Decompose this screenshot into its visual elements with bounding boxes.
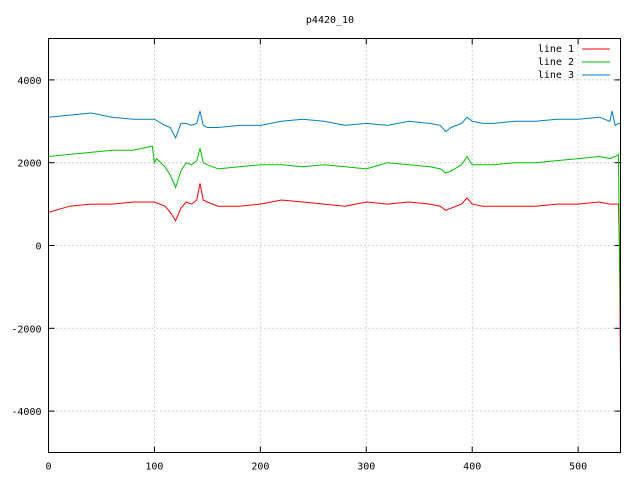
series-line-3 xyxy=(48,110,621,140)
series-layer xyxy=(48,110,621,370)
y-tick-label: 4000 xyxy=(17,76,41,87)
x-tick-label: 200 xyxy=(251,462,269,473)
series-line-2 xyxy=(48,145,621,321)
y-tick-label: -4000 xyxy=(11,407,41,418)
x-tick-label: 400 xyxy=(463,462,481,473)
axis-ticks: 0 100 200 300 400 500 -4000 -2000 0 2000 4000 xyxy=(11,38,621,473)
y-tick-label: 2000 xyxy=(17,159,41,170)
y-tick-label: -2000 xyxy=(11,324,41,335)
chart-title: p4420_10 xyxy=(306,15,354,26)
legend-label: line 3 xyxy=(538,70,574,81)
x-tick-label: 500 xyxy=(569,462,587,473)
x-tick-label: 300 xyxy=(357,462,375,473)
y-tick-label: 0 xyxy=(35,242,41,253)
x-tick-label: 0 xyxy=(45,462,51,473)
x-tick-label: 100 xyxy=(145,462,163,473)
grid xyxy=(48,38,621,453)
legend: line 1 line 2 line 3 xyxy=(538,44,610,81)
legend-label: line 1 xyxy=(538,44,574,55)
series-line-1 xyxy=(48,183,621,370)
plot-frame xyxy=(48,38,621,453)
legend-label: line 2 xyxy=(538,57,574,68)
